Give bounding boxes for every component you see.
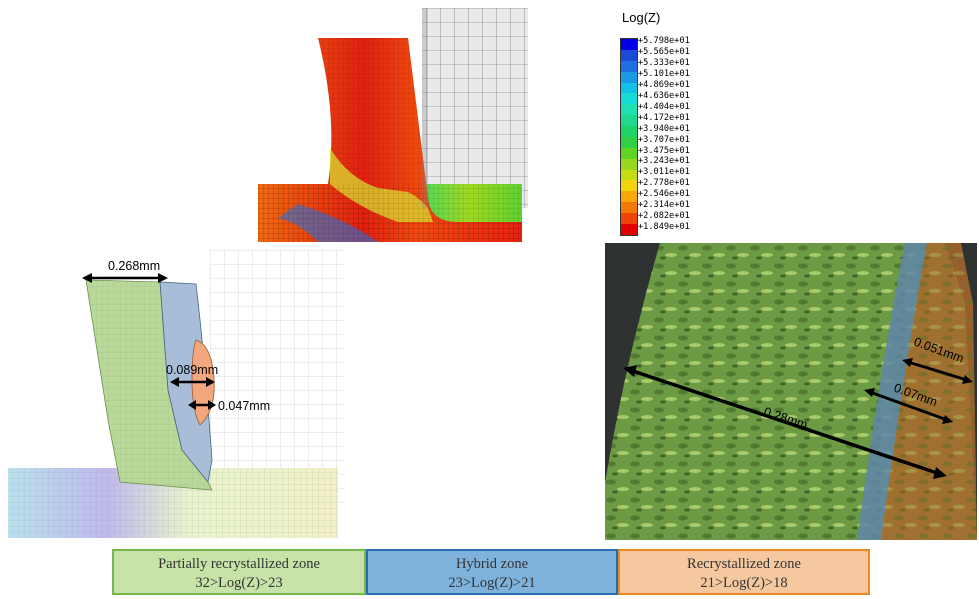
scale-cell <box>621 60 637 72</box>
scale-cell <box>621 93 637 105</box>
zone-range: 23>Log(Z)>21 <box>448 575 536 591</box>
scale-label: +3.707e+01 <box>638 134 690 145</box>
zone-name: Hybrid zone <box>455 556 529 572</box>
sim-recryst-label: 0.047mm <box>218 399 270 413</box>
scale-label: +3.940e+01 <box>638 123 690 134</box>
scale-cell <box>621 202 637 213</box>
scale-label: +3.475e+01 <box>638 145 690 156</box>
color-scale-labels: +5.798e+01 +5.565e+01 +5.333e+01 +5.101e+01… <box>638 36 690 233</box>
scale-label: +4.869e+01 <box>638 79 690 90</box>
scale-cell <box>621 49 637 61</box>
scale-label: +2.546e+01 <box>638 189 690 200</box>
scale-label: +3.243e+01 <box>638 156 690 167</box>
scale-cell <box>621 191 637 203</box>
sim-hybrid-label: 0.089mm <box>166 363 218 377</box>
zone-hybrid: Hybrid zone 23>Log(Z)>21 <box>366 549 618 595</box>
scale-label: +2.778e+01 <box>638 178 690 189</box>
scale-label: +4.636e+01 <box>638 90 690 101</box>
scale-cell <box>621 213 637 224</box>
scale-cell <box>621 180 637 192</box>
zone-range: 21>Log(Z)>18 <box>700 575 788 591</box>
scale-cell <box>621 147 637 159</box>
scale-label: +2.082e+01 <box>638 211 690 222</box>
color-scale-bar <box>620 38 638 236</box>
micrograph: 0.28mm 0.07mm 0.051mm <box>605 243 977 540</box>
zone-range: 32>Log(Z)>23 <box>195 575 283 591</box>
zone-partially-recrystallized: Partially recrystallized zone 32>Log(Z)>… <box>112 549 366 595</box>
scale-label: +4.404e+01 <box>638 101 690 112</box>
scale-label: +4.172e+01 <box>638 112 690 123</box>
scale-label: +5.101e+01 <box>638 68 690 79</box>
scale-cell <box>621 158 637 170</box>
simulation-zone-diagram: 0.268mm 0.089mm 0.047mm <box>8 250 345 538</box>
sim-width-label: 0.268mm <box>108 259 160 273</box>
scale-cell <box>621 82 637 94</box>
zone-name: Partially recrystallized zone <box>158 556 320 572</box>
scale-label: +5.798e+01 <box>638 36 690 46</box>
scale-cell <box>621 136 637 148</box>
scale-cell <box>621 126 637 137</box>
scale-cell <box>621 71 637 83</box>
scale-cell <box>621 223 637 235</box>
scale-label: +3.011e+01 <box>638 167 690 178</box>
zone-name: Recrystallized zone <box>687 556 801 572</box>
scale-cell <box>621 39 637 50</box>
contour-plot <box>258 8 528 242</box>
scale-cell <box>621 115 637 126</box>
scale-label: +5.333e+01 <box>638 57 690 68</box>
scale-label: +5.565e+01 <box>638 46 690 57</box>
scale-cell <box>621 169 637 181</box>
zone-recrystallized: Recrystallized zone 21>Log(Z)>18 <box>618 549 870 595</box>
scale-cell <box>621 104 637 116</box>
scale-label: +1.849e+01 <box>638 222 690 233</box>
legend-title: Log(Z) <box>622 10 661 25</box>
scale-label: +2.314e+01 <box>638 200 690 211</box>
